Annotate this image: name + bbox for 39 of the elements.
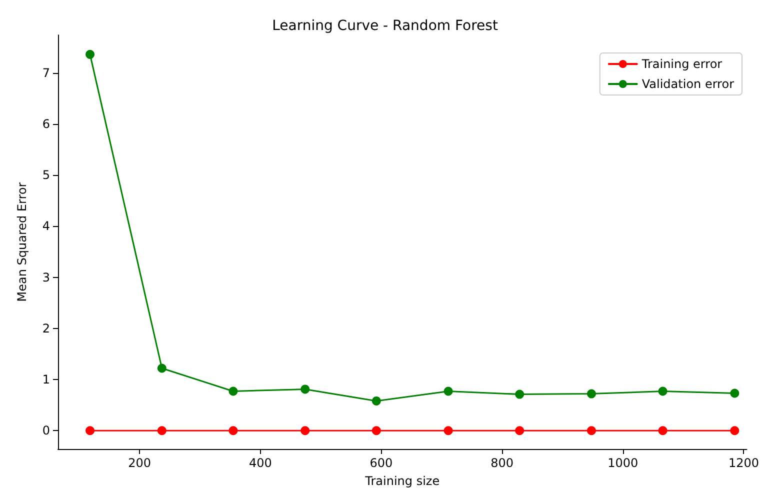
point: [86, 50, 95, 59]
x-tick-label: 600: [370, 456, 393, 470]
point: [658, 426, 668, 436]
chart-title: Learning Curve - Random Forest: [272, 18, 498, 34]
x-axis-title: Training size: [364, 474, 440, 488]
point: [157, 364, 166, 373]
y-tick-label: 0: [42, 424, 50, 438]
point: [515, 390, 524, 399]
y-tick-label: 1: [42, 372, 50, 386]
point: [157, 426, 166, 436]
y-tick-label: 7: [42, 66, 50, 80]
point: [86, 426, 95, 436]
y-tick-label: 2: [42, 321, 50, 336]
point: [658, 386, 668, 396]
point: [372, 426, 381, 436]
point: [300, 384, 310, 394]
point: [444, 386, 453, 396]
y-tick-label: 4: [42, 219, 50, 234]
point: [228, 386, 238, 396]
x-tick-label: 1200: [728, 456, 760, 470]
y-tick-label: 6: [42, 116, 50, 131]
point: [586, 389, 596, 398]
point: [372, 396, 381, 406]
y-tick-label: 5: [42, 168, 50, 182]
point: [730, 426, 740, 436]
x-tick-label: 200: [128, 456, 152, 470]
point: [300, 426, 310, 436]
y-axis-title: Mean Squared Error: [15, 182, 29, 302]
point: [730, 388, 740, 398]
point: [586, 426, 596, 436]
legend-label: Validation error: [642, 77, 734, 91]
x-tick-label: 1000: [608, 456, 638, 470]
point: [515, 426, 524, 436]
legend-label: Training error: [640, 57, 722, 71]
point: [444, 426, 453, 436]
x-tick-label: 400: [248, 456, 272, 470]
point: [228, 426, 238, 436]
x-tick-label: 800: [490, 456, 514, 470]
y-tick-label: 3: [42, 270, 50, 284]
